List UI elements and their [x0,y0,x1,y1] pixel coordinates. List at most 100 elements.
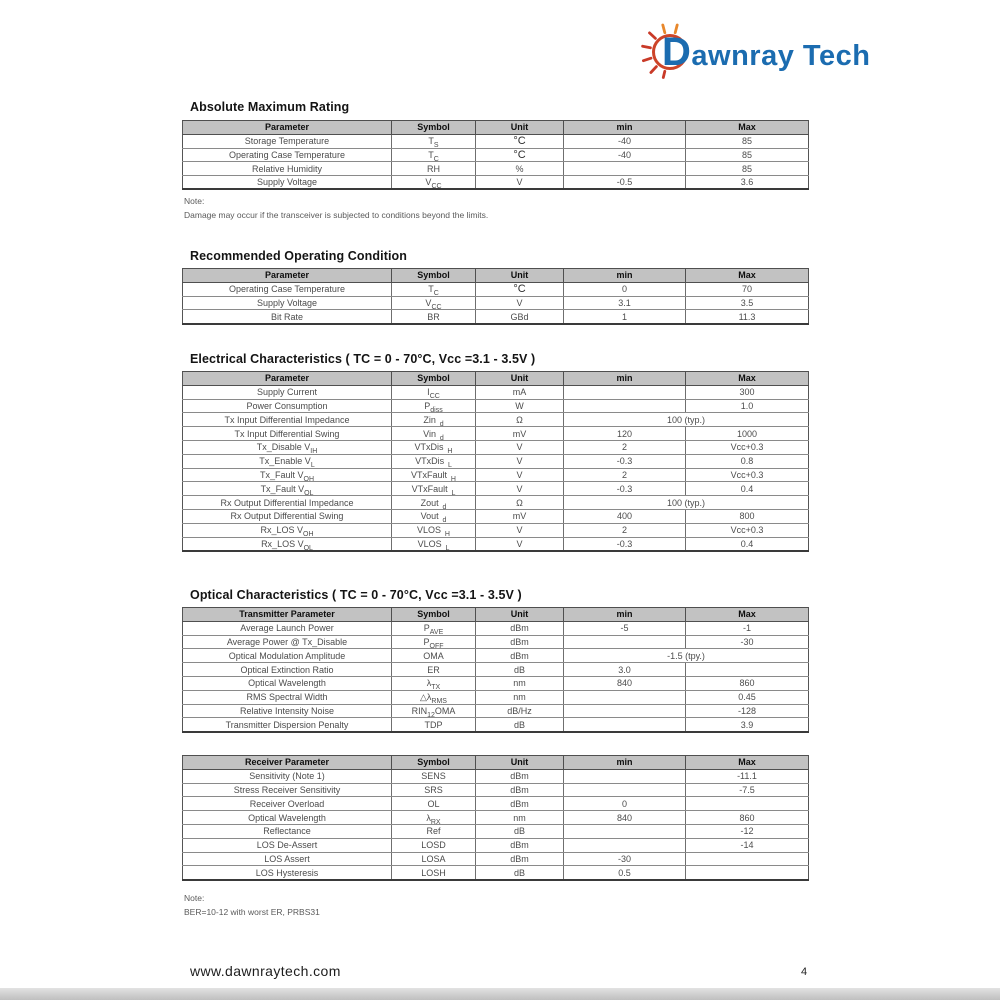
table-cell: 100 (typ.) [563,412,809,428]
table-cell: Zin_d [391,412,476,428]
table-cell: V [475,481,564,497]
table-row: Optical Extinction Ratio ER dB 3.0 [182,662,809,677]
table-cell: SRS [391,782,476,798]
table-cell: 3.1 [563,295,686,311]
table-cell: TS [391,133,476,149]
table-cell: 85 [685,147,809,163]
table-cell: BR [391,309,476,325]
column-header: Unit [475,120,564,135]
table-cell [563,634,686,650]
column-header: Parameter [182,120,392,135]
table-cell: Stress Receiver Sensitivity [182,782,392,798]
table-cell: nm [475,689,564,705]
table-cell: Reflectance [182,823,392,839]
table-cell: Operating Case Temperature [182,147,392,163]
table-row: LOS De-Assert LOSD dBm -14 [182,837,809,853]
table-row: Bit Rate BR GBd 1 11.3 [182,309,809,325]
table-cell: Storage Temperature [182,133,392,149]
table-cell: 300 [685,384,809,400]
table-cell: dB [475,823,564,839]
table-cell: LOS De-Assert [182,837,392,853]
table-cell: VTxDis_H [391,439,476,455]
table-cell: 400 [563,508,686,524]
column-header: Symbol [391,120,476,135]
table-cell: POFF [391,634,476,650]
column-header: min [563,371,686,386]
table-cell: dBm [475,782,564,798]
table-row: Rx_LOS VOH VLOS_H V 2 Vcc+0.3 [182,522,809,538]
table-cell: 2 [563,467,686,483]
electrical-characteristics-table: Parameter Symbol Unit min Max Supply Current I… [182,371,809,552]
table-cell [563,384,686,400]
table-cell: Average Launch Power [182,620,392,636]
table-cell: mV [475,426,564,441]
table-row: Optical Modulation Amplitude OMA dBm -1.5 (… [182,648,809,664]
table-cell: -0.3 [563,481,686,497]
table-cell: VTxDis_L [391,453,476,469]
header-row: Parameter Symbol Unit min Max [182,268,809,283]
column-header: Unit [475,755,564,770]
table-row: LOS Hysteresis LOSH dB 0.5 [182,865,809,881]
column-header: Max [685,755,809,770]
table-row: Reflectance Ref dB -12 [182,823,809,839]
table-cell: -40 [563,147,686,163]
table-cell: 100 (typ.) [563,495,809,510]
note-receiver: Note: BER=10-12 with worst ER, PRBS31 [184,891,320,919]
header-row: Parameter Symbol Unit min Max [182,371,809,386]
table-cell: Pdiss [391,398,476,414]
table-cell: RH [391,161,476,177]
table-cell: Optical Modulation Amplitude [182,648,392,664]
table-cell [685,662,809,677]
header-row: Transmitter Parameter Symbol Unit min Max [182,607,809,622]
table-row: Rx Output Differential Impedance Zout_d Ω 1… [182,495,809,510]
table-cell: LOSD [391,837,476,853]
logo-rest: awnray Tech [691,40,871,72]
table-cell [563,782,686,798]
table-row: Supply Voltage VCC V 3.1 3.5 [182,295,809,311]
table-cell: 3.5 [685,295,809,311]
table-cell: VTxFault_L [391,481,476,497]
table-cell [563,398,686,414]
table-cell: -1.5 (tpy.) [563,648,809,664]
table-cell: dB [475,662,564,677]
table-cell: Optical Wavelength [182,810,392,825]
table-cell: Tx Input Differential Impedance [182,412,392,428]
table-cell: Vout_d [391,508,476,524]
table-cell: 0.5 [563,865,686,881]
table-cell: Sensitivity (Note 1) [182,768,392,784]
table-cell: VCC [391,295,476,311]
table-cell: dBm [475,796,564,812]
column-header: Transmitter Parameter [182,607,392,622]
column-header: Symbol [391,607,476,622]
table-cell [685,865,809,881]
table-row: Receiver Overload OL dBm 0 [182,796,809,812]
table-row: Rx_LOS VOL VLOS_L V -0.3 0.4 [182,536,809,552]
table-cell: dBm [475,634,564,650]
column-header: Symbol [391,755,476,770]
table-cell: °C [475,147,564,163]
table-cell: VTxFault_H [391,467,476,483]
table-cell: nm [475,810,564,825]
table-cell: Ω [475,495,564,510]
table-cell: -5 [563,620,686,636]
note-label: Note: [184,893,205,903]
table-cell: Power Consumption [182,398,392,414]
table-cell: 0.45 [685,689,809,705]
table-cell: 120 [563,426,686,441]
table-cell: 85 [685,161,809,177]
table-row: Optical Wavelength λTX nm 840 860 [182,675,809,691]
table-cell: TC [391,147,476,163]
table-row: Supply Current ICC mA 300 [182,384,809,400]
section-title-optical-characteristics: Optical Characteristics ( TC = 0 - 70°C,… [190,588,522,602]
table-cell [563,689,686,705]
column-header: min [563,755,686,770]
table-row: Tx Input Differential Swing Vin_d mV 120 100… [182,426,809,441]
table-cell: LOSH [391,865,476,881]
table-cell: dBm [475,648,564,664]
table-cell: Ω [475,412,564,428]
table-cell: Supply Voltage [182,175,392,190]
table-row: Rx Output Differential Swing Vout_d mV 400 8… [182,508,809,524]
logo-first-letter: D [662,30,692,74]
section-title-recommended-operating-condition: Recommended Operating Condition [190,249,407,263]
table-cell: ER [391,662,476,677]
